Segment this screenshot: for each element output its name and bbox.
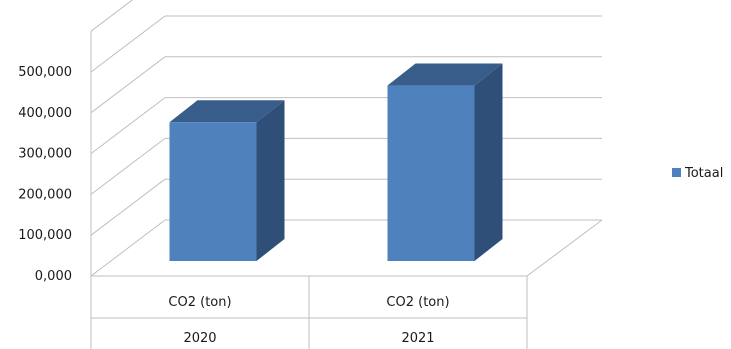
gridline-wall bbox=[90, 219, 166, 277]
y-tick-label: 300,000 bbox=[18, 147, 72, 162]
y-tick-label: 400,000 bbox=[18, 106, 72, 121]
grid bbox=[90, 0, 603, 277]
bar bbox=[169, 122, 257, 261]
y-tick-label: 500,000 bbox=[18, 65, 72, 80]
floor-right-edge bbox=[526, 219, 603, 277]
legend-label-totaal: Totaal bbox=[684, 166, 723, 181]
bar bbox=[387, 85, 475, 261]
gridline-wall bbox=[90, 97, 166, 154]
y-tick-label: 100,000 bbox=[18, 228, 72, 243]
y-tick-label: 0,000 bbox=[35, 269, 72, 284]
category-group-label: 2021 bbox=[401, 331, 434, 346]
gridline-wall bbox=[90, 15, 166, 73]
category-label: CO2 (ton) bbox=[386, 295, 449, 310]
bars bbox=[169, 63, 503, 262]
category-label: CO2 (ton) bbox=[168, 295, 231, 310]
gridline-wall bbox=[90, 178, 166, 236]
y-tick-label: 200,000 bbox=[18, 187, 72, 202]
legend-swatch-totaal bbox=[672, 168, 681, 177]
bar-side bbox=[256, 100, 285, 261]
y-axis: 0,000 100,000 200,000 300,000 400,000 500,000 bbox=[18, 65, 72, 284]
bar-top bbox=[387, 63, 503, 86]
bar-top bbox=[169, 100, 285, 123]
category-axis: CO2 (ton) 2020 CO2 (ton) 2021 bbox=[90, 276, 528, 349]
category-group-label: 2020 bbox=[183, 331, 216, 346]
gridline-wall bbox=[90, 0, 134, 32]
gridline-wall bbox=[90, 56, 166, 114]
legend: Totaal bbox=[672, 166, 723, 181]
gridline-wall bbox=[90, 138, 166, 195]
bar-side bbox=[474, 63, 503, 262]
